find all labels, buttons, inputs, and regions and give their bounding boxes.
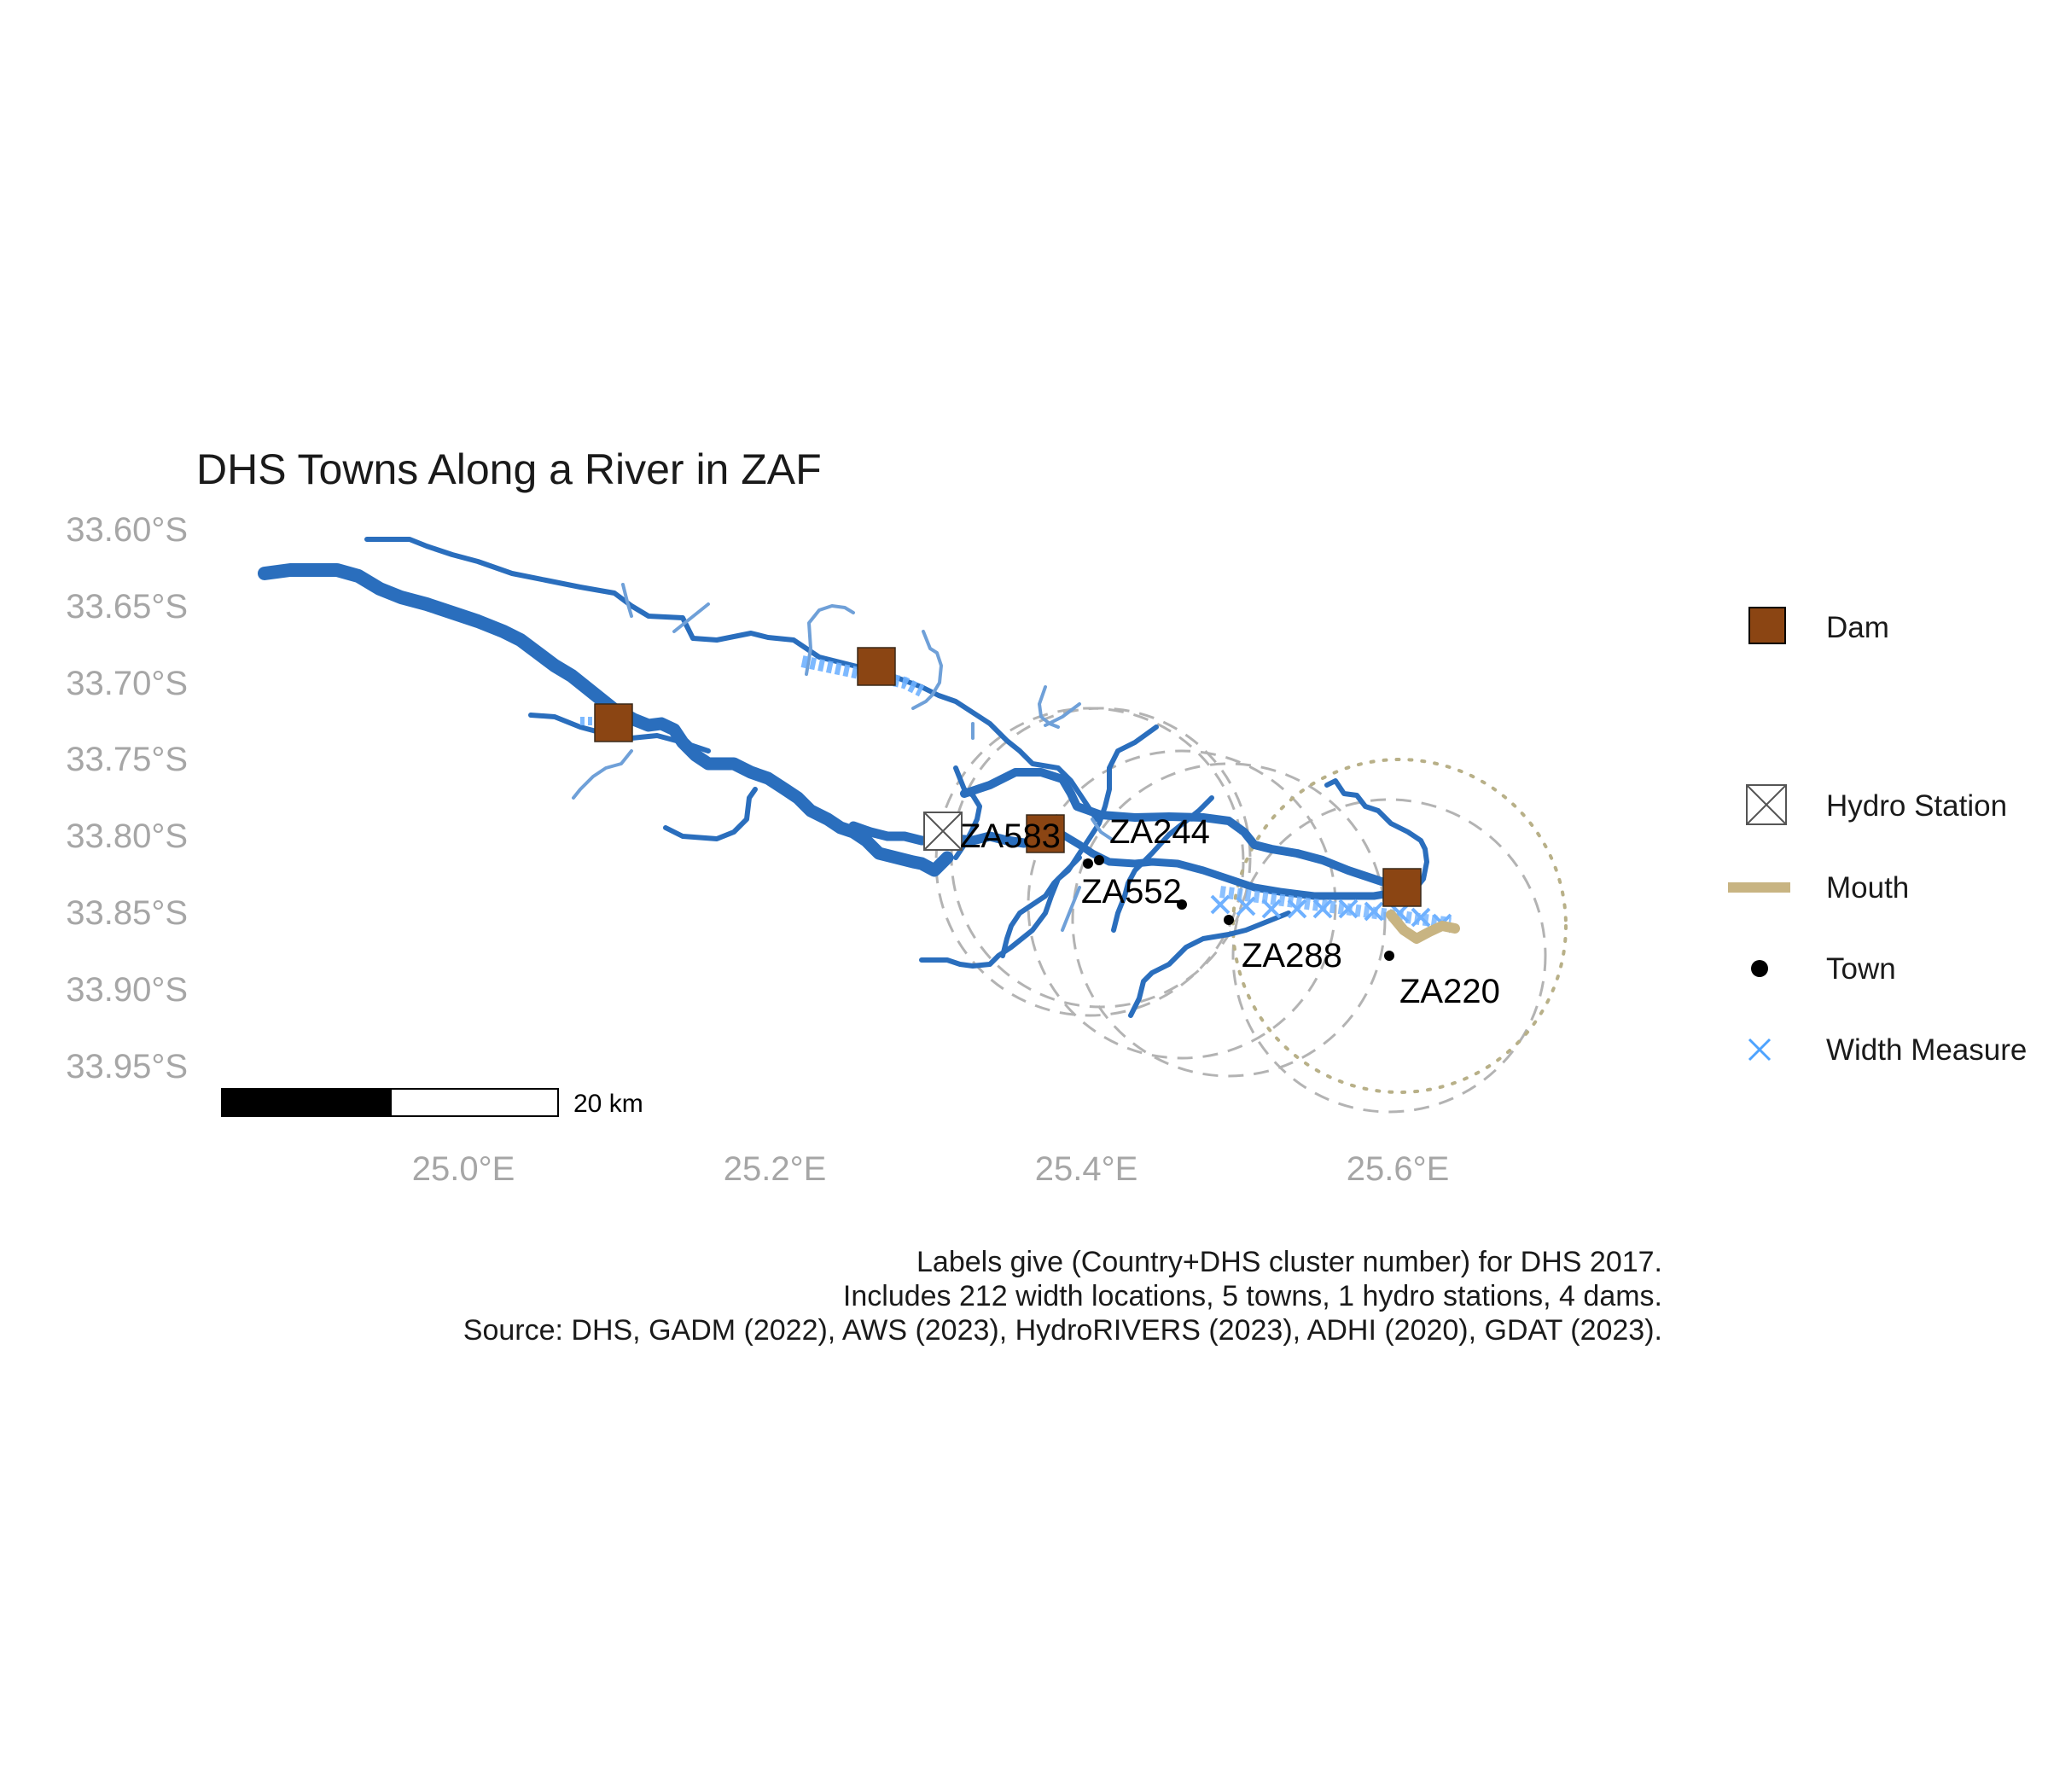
tributary-segment [1038,685,1060,729]
buffer-circle [1231,798,1547,1114]
dams [594,647,1422,907]
tributary-segment [911,630,943,710]
x-tick-label: 25.6°E [1347,1150,1450,1188]
town-label: ZA244 [1109,813,1210,851]
tributary-segment [1061,886,1081,932]
town-dot [1384,951,1394,961]
y-tick-label: 33.90°S [66,971,188,1009]
river-main-segment [1041,815,1404,900]
town-labels: ZA583 ZA244 ZA552 ZA288 ZA220 [960,813,1500,1010]
town-label: ZA552 [1081,873,1182,911]
legend-label-dam: Dam [1826,611,1889,644]
hydro-station [923,812,963,851]
river-segment [1324,778,1429,894]
caption-line: Source: DHS, GADM (2022), AWS (2023), Hy… [463,1314,1662,1347]
caption-line: Labels give (Country+DHS cluster number)… [916,1246,1662,1278]
legend-label-width: Width Measure [1826,1033,2027,1067]
caption-line: Includes 212 width locations, 5 towns, 1… [843,1280,1662,1312]
tributary-segment [1044,702,1081,727]
crossed-box-icon-lines [1746,784,1787,825]
legend: Dam Hydro Station Mouth Town Width Measu… [1728,607,2027,1067]
light-tributaries [572,583,1115,932]
river-segment [1128,911,1291,1018]
dam-marker [1026,814,1065,853]
y-tick-label: 33.70°S [66,665,188,702]
town-dot [1177,899,1187,910]
y-tick-label: 33.85°S [66,894,188,932]
town-label: ZA220 [1399,973,1500,1010]
y-tick-label: 33.65°S [66,588,188,625]
x-axis: 25.0°E 25.2°E 25.4°E 25.6°E [412,1150,1450,1188]
towns [1083,855,1394,961]
scale-bar-black [221,1088,392,1117]
river-main-segment [258,563,638,725]
y-tick-label: 33.75°S [66,741,188,778]
scale-bar-white [390,1088,559,1117]
y-tick-label: 33.80°S [66,817,188,855]
tributary-segment [1091,817,1115,842]
town-dot [1083,858,1093,869]
width-measures [580,655,1452,934]
town-dot [1094,855,1104,865]
river-segment [1000,855,1082,958]
river-mouth [1386,910,1460,944]
width-measure-cluster [1219,886,1452,929]
width-measure-cluster [800,655,925,697]
dam-marker [857,647,896,686]
scale-bar-label: 20 km [573,1090,643,1118]
hydro-station-cross [923,812,963,851]
caption: Labels give (Country+DHS cluster number)… [463,1246,1662,1347]
tributary-segment [572,749,633,800]
legend-label-mouth: Mouth [1826,871,1909,905]
river-segment [364,537,1099,822]
y-tick-label: 33.60°S [66,511,188,549]
town-label: ZA288 [1242,937,1342,975]
tributary-segment [805,604,855,676]
town-label: ZA583 [960,817,1061,855]
dot-icon [1751,960,1768,977]
square-icon [1748,607,1786,644]
x-tick-label: 25.2°E [724,1150,827,1188]
mouth-buffer-circle [1231,758,1568,1094]
main-river [258,563,1404,900]
legend-label-hydro: Hydro Station [1826,789,2007,823]
scale-bar: 20 km [221,1088,643,1118]
cross-icon [1748,1038,1772,1062]
tributary-segment [672,602,710,633]
river-main-segment [625,712,954,877]
legend-label-town: Town [1826,952,1896,986]
x-tick-label: 25.0°E [412,1150,515,1188]
y-tick-label: 33.95°S [66,1048,188,1085]
town-dot [1224,915,1234,925]
river-main-segment [960,768,1404,892]
dam-marker [594,703,633,742]
tributary-segment [621,583,633,618]
x-tick-label: 25.4°E [1035,1150,1138,1188]
y-axis: 33.60°S 33.65°S 33.70°S 33.75°S 33.80°S … [66,511,188,1085]
dam-marker [1382,868,1422,907]
map-title: DHS Towns Along a River in ZAF [196,445,822,493]
river-segment [663,787,758,841]
